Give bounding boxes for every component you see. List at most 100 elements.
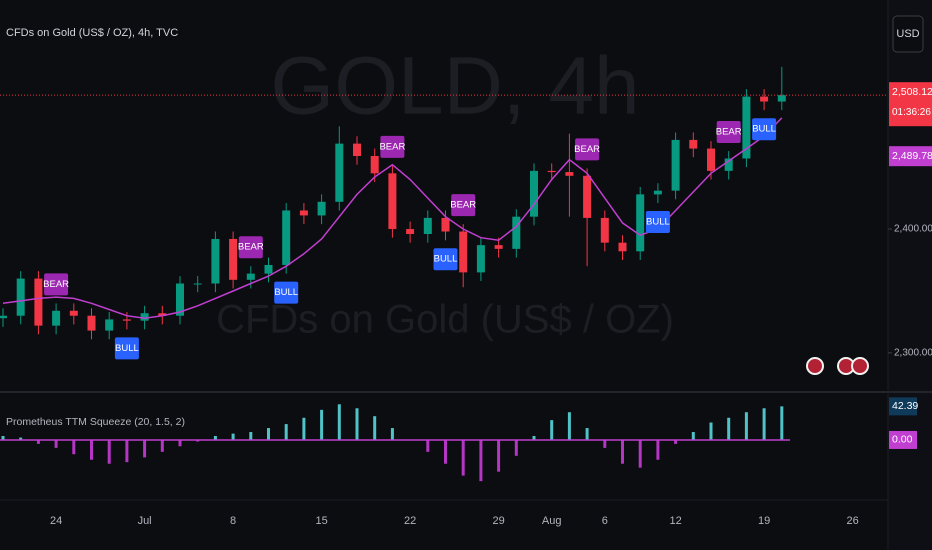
candles bbox=[0, 66, 786, 340]
event-icons bbox=[806, 357, 869, 375]
indicator-title: Prometheus TTM Squeeze (20, 1.5, 2) bbox=[6, 416, 185, 428]
histogram-bar bbox=[744, 412, 748, 440]
histogram-bar bbox=[674, 439, 678, 444]
histogram-bar bbox=[762, 408, 766, 440]
y-tick-label: 2,300.00 bbox=[894, 347, 932, 358]
candle-body bbox=[52, 310, 61, 326]
candle-body bbox=[264, 264, 273, 274]
candle-body bbox=[34, 278, 43, 326]
histogram-bar bbox=[90, 439, 93, 460]
histogram-bar bbox=[231, 433, 235, 440]
candle-body bbox=[565, 172, 574, 176]
x-tick-label: Aug bbox=[542, 515, 562, 527]
x-tick-label: 15 bbox=[315, 515, 327, 527]
zero-label-box bbox=[889, 430, 917, 449]
signal-box bbox=[380, 135, 405, 158]
histogram-bar bbox=[1, 435, 5, 440]
candle-body bbox=[87, 315, 96, 331]
histogram-bar bbox=[36, 439, 40, 444]
candle-body bbox=[69, 310, 78, 316]
signal-box bbox=[433, 248, 458, 271]
signal-label: BULL bbox=[434, 254, 458, 265]
histogram-bar bbox=[567, 412, 571, 440]
currency-button[interactable] bbox=[892, 15, 924, 53]
x-tick-label: 26 bbox=[846, 515, 858, 527]
signal-box bbox=[575, 138, 600, 161]
countdown-label: 01:36:26 bbox=[892, 107, 931, 118]
signal-label: BEAR bbox=[450, 200, 476, 211]
candle-body bbox=[370, 156, 379, 174]
x-tick-label: 29 bbox=[492, 515, 504, 527]
candle-body bbox=[105, 319, 114, 331]
candle-body bbox=[689, 139, 698, 149]
histogram-bar bbox=[709, 422, 713, 440]
histogram-bar bbox=[390, 428, 394, 440]
candle-body bbox=[724, 158, 733, 171]
event-flag[interactable] bbox=[851, 357, 869, 375]
symbol-title: CFDs on Gold (US$ / OZ), 4h, TVC bbox=[6, 27, 178, 39]
candle-body bbox=[211, 238, 220, 284]
watermark-title: GOLD, 4h bbox=[270, 41, 639, 132]
histogram-bar bbox=[479, 439, 483, 482]
last-price-label: 2,508.12 bbox=[892, 86, 932, 98]
x-tick-label: 22 bbox=[404, 515, 416, 527]
ma-price-box bbox=[889, 146, 932, 167]
candle-body bbox=[317, 201, 326, 216]
histogram-bar bbox=[320, 409, 324, 440]
watermark-subtitle: CFDs on Gold (US$ / OZ) bbox=[216, 298, 674, 342]
histogram bbox=[1, 404, 784, 482]
last-price-box bbox=[889, 82, 932, 127]
histogram-bar bbox=[249, 432, 253, 440]
oscillator-value-label: 42.39 bbox=[892, 400, 918, 412]
histogram-bar bbox=[426, 439, 430, 452]
histogram-bar bbox=[621, 439, 624, 464]
candle-body bbox=[600, 217, 609, 243]
candle-body bbox=[158, 313, 167, 316]
signal-box bbox=[716, 121, 741, 144]
histogram-bar bbox=[373, 416, 377, 440]
candle-body bbox=[476, 245, 485, 273]
histogram-bar bbox=[514, 439, 518, 456]
histogram-bar bbox=[125, 439, 129, 463]
candle-body bbox=[246, 273, 255, 280]
candle-body bbox=[140, 313, 149, 321]
signal-box bbox=[274, 281, 299, 304]
histogram-bar bbox=[780, 406, 784, 440]
signal-box bbox=[645, 211, 670, 234]
signal-label: BULL bbox=[646, 217, 670, 228]
zero-label: 0.00 bbox=[892, 434, 913, 446]
candle-body bbox=[176, 283, 184, 316]
histogram-bar bbox=[284, 424, 288, 440]
histogram-bar bbox=[532, 435, 536, 440]
histogram-bar bbox=[337, 404, 341, 440]
histogram-bar bbox=[497, 439, 501, 472]
candle-body bbox=[16, 278, 25, 316]
x-tick-label: 8 bbox=[230, 515, 236, 527]
signal-box bbox=[238, 236, 263, 259]
candle-body bbox=[653, 190, 662, 195]
candle-body bbox=[618, 242, 627, 252]
oscillator-value-box bbox=[889, 397, 917, 416]
candle-body bbox=[459, 231, 468, 273]
histogram-bar bbox=[656, 439, 660, 460]
candle-body bbox=[760, 96, 769, 102]
histogram-bar bbox=[107, 439, 111, 464]
currency-label: USD bbox=[896, 28, 919, 40]
signal-label: BEAR bbox=[238, 242, 264, 253]
histogram-bar bbox=[727, 417, 731, 440]
histogram-bar bbox=[19, 437, 23, 440]
histogram-bar bbox=[302, 417, 306, 440]
x-tick-label: 12 bbox=[669, 515, 681, 527]
candle-body bbox=[388, 173, 397, 230]
candle-body bbox=[512, 216, 521, 249]
candle-body bbox=[636, 194, 645, 252]
signal-box bbox=[451, 194, 476, 217]
candle-body bbox=[335, 143, 344, 202]
histogram-bar bbox=[638, 439, 642, 468]
histogram-bar bbox=[603, 439, 607, 448]
y-tick-label: 2,400.00 bbox=[894, 224, 932, 235]
event-flag[interactable] bbox=[806, 357, 824, 375]
